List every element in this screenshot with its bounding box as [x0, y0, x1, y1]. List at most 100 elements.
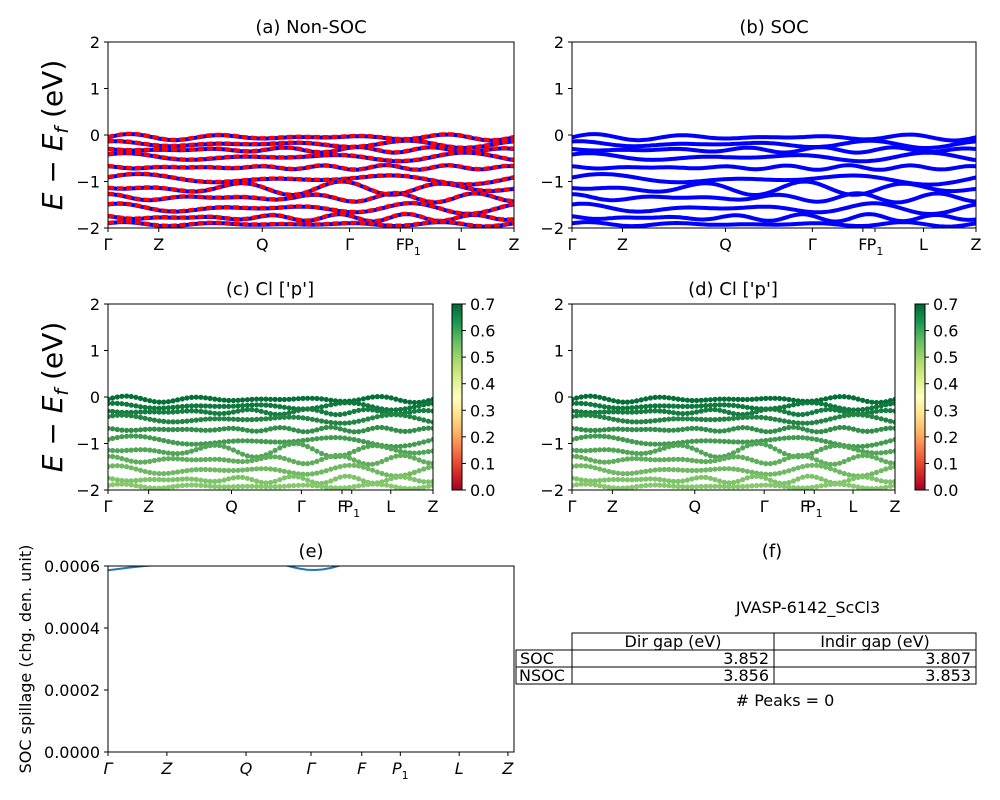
projected-point: [740, 445, 746, 451]
projected-point: [721, 438, 727, 444]
projected-point: [703, 403, 709, 409]
projected-point: [323, 435, 329, 441]
projected-point: [814, 462, 820, 468]
projected-point: [694, 467, 700, 474]
projected-point: [597, 483, 603, 489]
projected-point: [230, 484, 236, 490]
projected-point: [795, 425, 801, 431]
projected-point: [698, 426, 704, 432]
projected-point: [846, 394, 852, 400]
projected-point: [643, 426, 649, 432]
projected-point: [314, 395, 320, 402]
projected-point: [254, 457, 260, 463]
projected-point: [212, 396, 218, 402]
projected-point: [235, 474, 241, 480]
projected-point: [281, 475, 287, 481]
projected-point: [786, 480, 792, 486]
projected-point: [244, 402, 250, 408]
projected-point: [207, 410, 213, 416]
projected-point: [666, 478, 672, 484]
projected-point: [128, 447, 134, 453]
projected-point: [652, 394, 658, 400]
projected-point: [342, 420, 348, 426]
projected-point: [767, 429, 774, 435]
projected-point: [855, 396, 861, 402]
projected-point: [795, 476, 801, 482]
panel-f-subtitle: JVASP-6142_ScCl3: [735, 598, 880, 618]
projected-point: [615, 426, 621, 432]
projected-point: [309, 460, 315, 466]
x-tick-label: L: [919, 235, 928, 254]
projected-point: [643, 456, 649, 462]
projected-point: [230, 403, 236, 409]
projected-point: [767, 437, 774, 443]
projected-point: [147, 485, 153, 490]
projected-point: [597, 447, 603, 453]
projected-point: [652, 441, 658, 447]
projected-point: [869, 454, 875, 460]
projected-point: [108, 400, 111, 407]
projected-point: [179, 468, 185, 474]
projected-point: [572, 413, 575, 420]
projected-point: [388, 483, 394, 489]
projected-point: [346, 473, 352, 479]
projected-point: [114, 477, 120, 483]
projected-point: [887, 483, 894, 489]
projected-point: [717, 402, 723, 408]
projected-point: [202, 427, 209, 433]
projected-point: [184, 441, 190, 447]
y-tick-label: 1: [554, 342, 564, 361]
y-tick-label: 2: [554, 295, 564, 314]
projected-point: [258, 438, 264, 444]
projected-point: [365, 426, 371, 433]
projected-point: [790, 435, 797, 441]
projected-point: [873, 441, 880, 447]
projected-point: [814, 400, 820, 406]
projected-point: [226, 425, 232, 431]
projected-point: [314, 417, 320, 423]
projected-point: [597, 403, 603, 409]
projected-point: [615, 409, 621, 415]
projected-point: [601, 433, 607, 439]
panel-c-bands: [108, 393, 433, 490]
projected-point: [855, 484, 861, 490]
projected-point: [142, 447, 148, 453]
projected-point: [601, 467, 607, 473]
projected-point: [864, 443, 870, 449]
projected-point: [170, 477, 176, 483]
band-soc: [572, 132, 976, 143]
x-tick-label: L: [455, 759, 464, 778]
projected-point: [430, 396, 433, 402]
projected-point: [887, 401, 894, 407]
projected-point: [652, 448, 658, 454]
projected-point: [360, 417, 366, 423]
projected-point: [883, 466, 889, 472]
projected-point: [850, 483, 857, 489]
projected-point: [767, 477, 774, 483]
projected-point: [272, 396, 278, 402]
projected-point: [652, 457, 658, 463]
projected-point: [374, 443, 380, 449]
projected-point: [370, 407, 376, 413]
projected-point: [620, 399, 626, 405]
projected-point: [272, 484, 278, 490]
projected-point: [744, 455, 750, 462]
projected-point: [652, 408, 658, 414]
projected-point: [425, 401, 431, 407]
projected-point: [407, 475, 413, 481]
projected-point: [151, 405, 157, 411]
projected-point: [624, 437, 631, 444]
nsoc-indir-gap: 3.853: [925, 666, 971, 685]
projected-point: [147, 476, 153, 483]
projected-point: [258, 408, 264, 414]
projected-point: [421, 439, 427, 445]
projected-point: [795, 412, 801, 418]
projected-point: [119, 456, 125, 462]
projected-point: [629, 427, 635, 433]
projected-point: [286, 474, 292, 480]
projected-point: [323, 480, 329, 486]
projected-point: [786, 424, 792, 431]
projected-point: [161, 426, 167, 432]
projected-point: [425, 460, 431, 466]
